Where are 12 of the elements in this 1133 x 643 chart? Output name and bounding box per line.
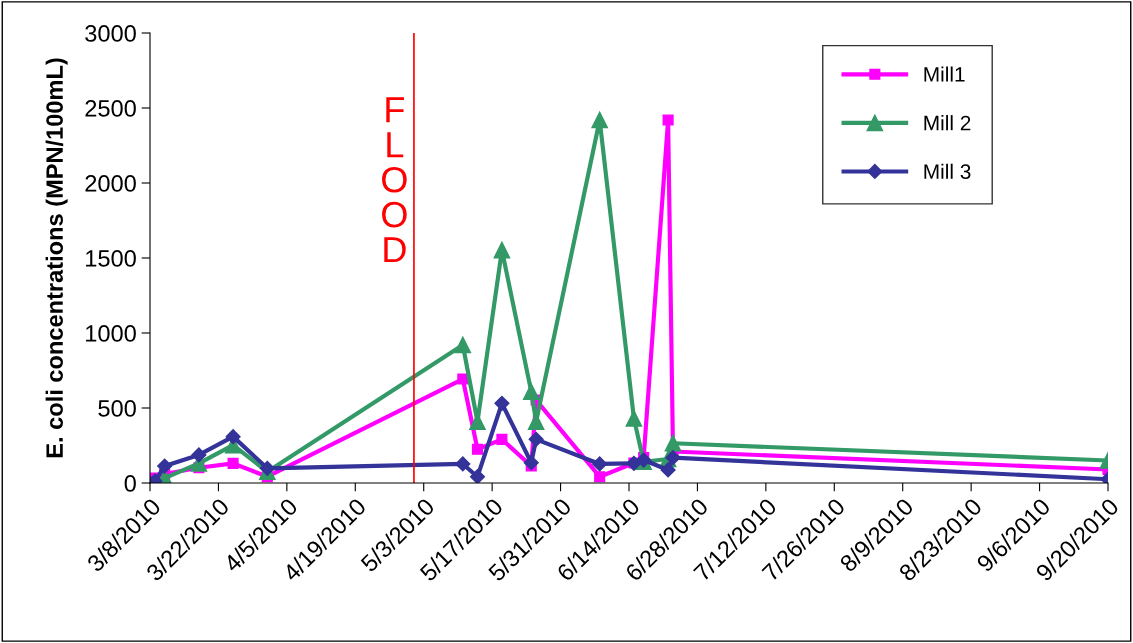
legend-label: Mill 3	[924, 163, 971, 179]
y-tick-label: 3000	[85, 25, 136, 42]
ref-line-label: FLOOD	[382, 97, 407, 263]
y-tick-label: 500	[98, 400, 136, 417]
y-axis-title: E. coli concentrations (MPN/100mL)	[45, 58, 68, 458]
y-tick-label: 1000	[86, 325, 136, 342]
legend-label: Mill1	[924, 66, 965, 82]
y-tick-label: 2500	[85, 100, 136, 117]
legend-label: Mill 2	[924, 115, 971, 131]
y-tick-label: 1500	[86, 250, 136, 267]
y-tick-label: 2000	[85, 175, 136, 192]
y-tick-label: 0	[124, 475, 136, 492]
